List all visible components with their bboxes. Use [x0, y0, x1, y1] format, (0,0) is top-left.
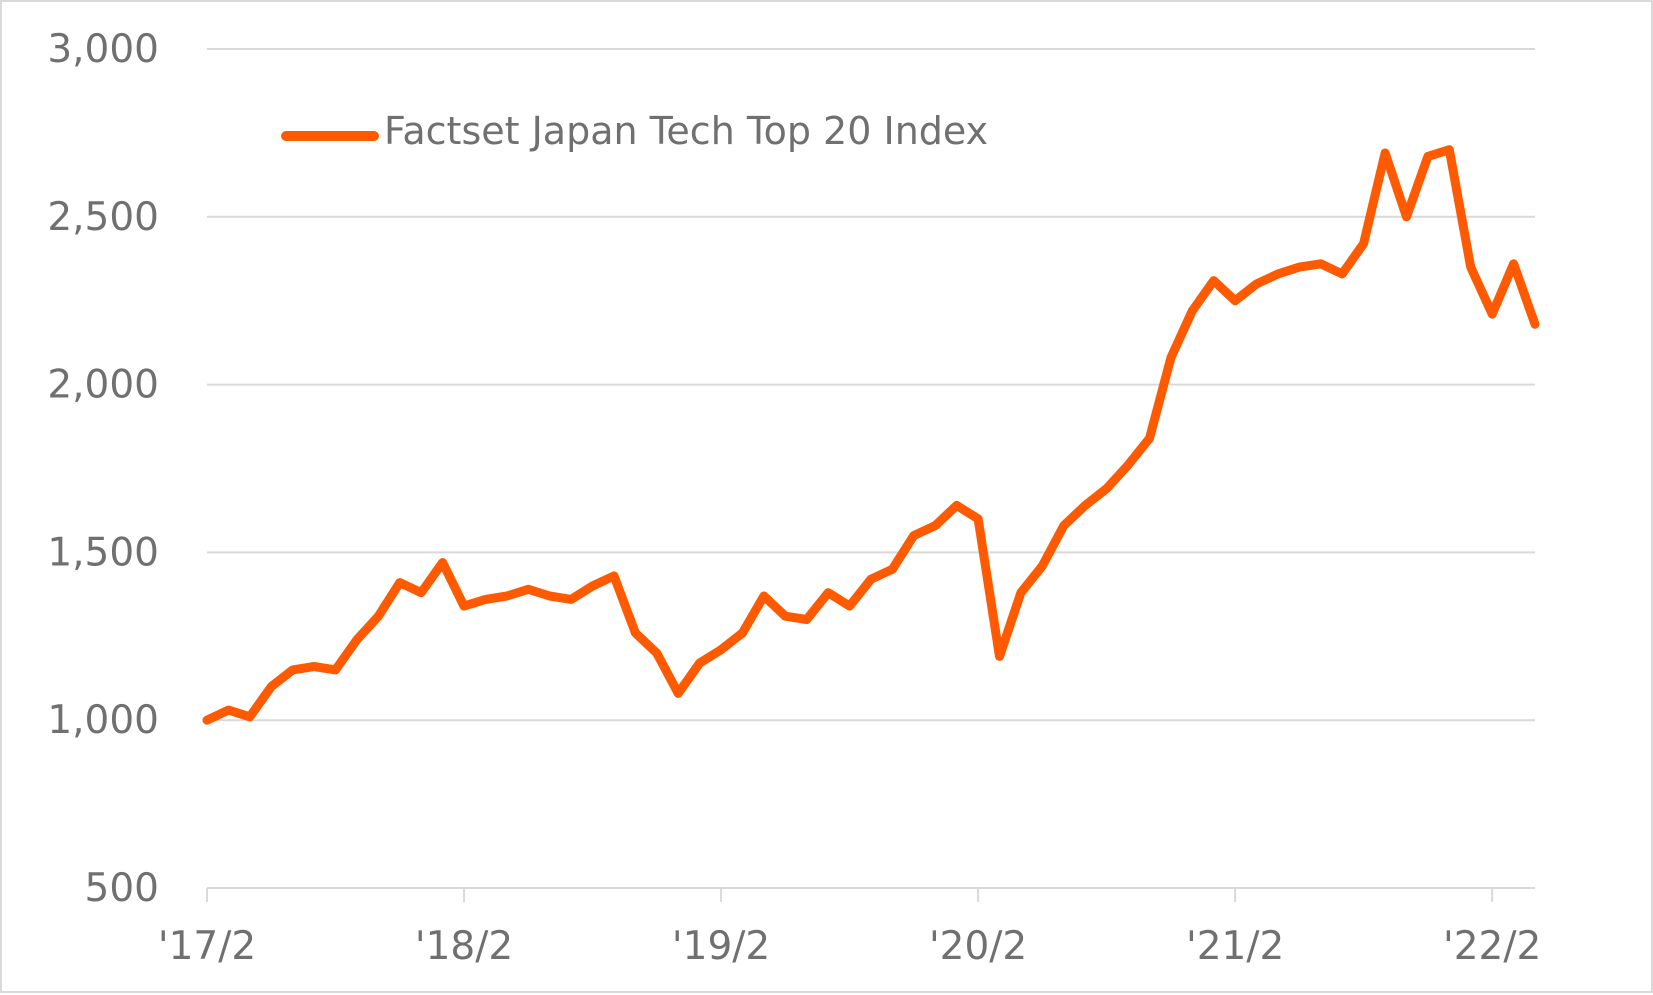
y-tick-label: 500: [85, 866, 159, 911]
y-tick-label: 1,000: [47, 698, 159, 743]
x-tick-label: '18/2: [415, 924, 513, 969]
x-tick-label: '20/2: [929, 924, 1027, 969]
legend: Factset Japan Tech Top 20 Index: [281, 109, 988, 153]
y-tick-label: 2,000: [47, 363, 159, 408]
gridlines: [207, 48, 1535, 889]
series-line-0: [202, 145, 1540, 725]
x-tick-label: '22/2: [1443, 924, 1541, 969]
y-tick-label: 3,000: [47, 27, 159, 72]
y-tick-label: 1,500: [47, 530, 159, 575]
legend-label: Factset Japan Tech Top 20 Index: [384, 109, 988, 153]
x-axis-ticks: '17/2 '18/2 '19/2 '20/2 '21/2 '22/2: [158, 888, 1541, 969]
series-layer: [202, 145, 1540, 725]
x-tick-label: '19/2: [672, 924, 770, 969]
y-axis-ticks: 500 1,000 1,500 2,000 2,500 3,000: [47, 27, 159, 911]
x-tick-label: '21/2: [1186, 924, 1284, 969]
x-tick-label: '17/2: [158, 924, 256, 969]
y-tick-label: 2,500: [47, 195, 159, 240]
